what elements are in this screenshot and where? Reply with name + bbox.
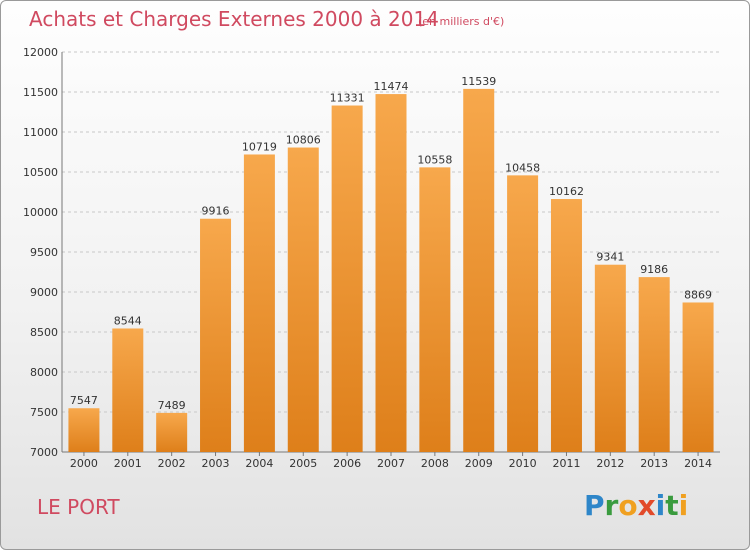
bar-value-label: 8869 xyxy=(684,288,712,301)
y-tick-label: 12000 xyxy=(23,46,58,59)
y-tick-label: 11500 xyxy=(23,86,58,99)
y-tick-label: 10000 xyxy=(23,206,58,219)
y-tick-label: 7500 xyxy=(30,406,58,419)
bar-value-label: 9341 xyxy=(596,251,624,264)
proxiti-logo: Proxiti xyxy=(584,489,688,522)
x-tick-label: 2008 xyxy=(421,457,449,470)
bar xyxy=(68,408,100,452)
bar-value-label: 10458 xyxy=(505,161,540,174)
logo-letter: i xyxy=(655,489,666,522)
x-tick-label: 2005 xyxy=(289,457,317,470)
x-tick-label: 2012 xyxy=(596,457,624,470)
commune-name: LE PORT xyxy=(37,495,120,519)
y-tick-label: 10500 xyxy=(23,166,58,179)
bar xyxy=(594,264,626,452)
bar xyxy=(287,147,319,452)
bar xyxy=(550,199,582,452)
bar xyxy=(156,412,188,452)
bar-value-label: 9186 xyxy=(640,263,668,276)
logo-letter: t xyxy=(665,489,679,522)
x-tick-label: 2000 xyxy=(70,457,98,470)
logo-letter: P xyxy=(584,489,605,522)
y-tick-label: 11000 xyxy=(23,126,58,139)
y-tick-label: 9500 xyxy=(30,246,58,259)
bar-value-label: 10162 xyxy=(549,185,584,198)
x-tick-label: 2009 xyxy=(465,457,493,470)
logo-letter: i xyxy=(678,489,689,522)
x-tick-label: 2011 xyxy=(552,457,580,470)
bar xyxy=(638,277,670,452)
bar-value-label: 10558 xyxy=(417,153,452,166)
logo-letter: o xyxy=(618,489,638,522)
bars xyxy=(68,88,714,453)
bar-value-label: 11539 xyxy=(461,75,496,88)
bar xyxy=(682,302,714,452)
x-tick-label: 2010 xyxy=(509,457,537,470)
data-labels: 7547 8544 7489 9916 10719 10806 11331 11474 1055… xyxy=(70,75,712,412)
bar xyxy=(507,175,539,453)
logo-letter: x xyxy=(637,489,656,522)
x-tick-label: 2014 xyxy=(684,457,712,470)
bar-value-label: 11331 xyxy=(330,92,365,105)
bar-value-label: 7489 xyxy=(158,399,186,412)
y-tick-label: 8500 xyxy=(30,326,58,339)
tick-labels: 7000 7500 8000 8500 9000 9500 10000 10500 11000 1… xyxy=(23,46,712,470)
bar-value-label: 10719 xyxy=(242,140,277,153)
bar xyxy=(463,88,495,452)
y-tick-label: 9000 xyxy=(30,286,58,299)
logo-letter: r xyxy=(604,489,619,522)
bar xyxy=(243,154,275,453)
bar-value-label: 11474 xyxy=(374,80,409,93)
bar-value-label: 9916 xyxy=(202,205,230,218)
y-tick-label: 7000 xyxy=(30,446,58,459)
y-tick-label: 8000 xyxy=(30,366,58,379)
bar-value-label: 8544 xyxy=(114,314,142,327)
x-tick-label: 2002 xyxy=(158,457,186,470)
x-tick-label: 2006 xyxy=(333,457,361,470)
bar xyxy=(375,94,407,452)
bar xyxy=(112,328,144,452)
bar xyxy=(200,218,232,452)
bar xyxy=(419,167,451,453)
x-tick-label: 2001 xyxy=(114,457,142,470)
x-tick-label: 2003 xyxy=(202,457,230,470)
x-tick-label: 2007 xyxy=(377,457,405,470)
x-tick-label: 2004 xyxy=(245,457,273,470)
bar xyxy=(331,105,363,453)
chart-title: Achats et Charges Externes 2000 à 2014 xyxy=(29,7,439,31)
chart-subtitle: (en milliers d'€) xyxy=(418,15,505,28)
x-tick-label: 2013 xyxy=(640,457,668,470)
bar-value-label: 7547 xyxy=(70,394,98,407)
bar-value-label: 10806 xyxy=(286,134,321,147)
